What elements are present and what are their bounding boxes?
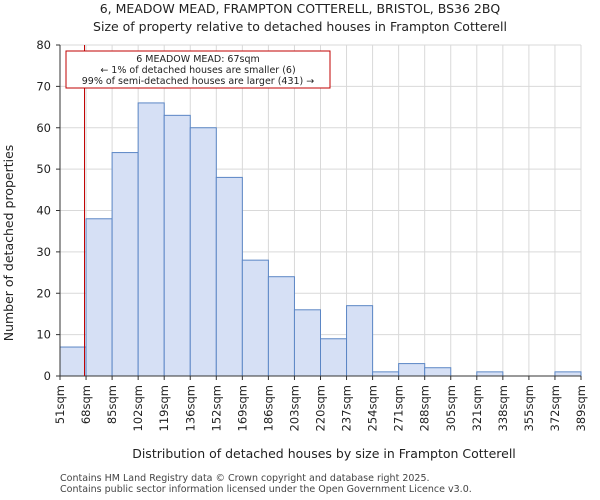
y-tick-label: 0 bbox=[44, 369, 51, 383]
bar bbox=[241, 259, 269, 377]
y-tick-label: 50 bbox=[36, 162, 51, 176]
y-tick-label: 10 bbox=[36, 328, 51, 342]
footer-line2: Contains public sector information licen… bbox=[60, 484, 472, 495]
bar bbox=[215, 176, 243, 377]
y-tick-label: 30 bbox=[36, 245, 51, 259]
x-tick-label: 152sqm bbox=[209, 385, 223, 431]
x-tick-label: 68sqm bbox=[79, 385, 93, 424]
bar bbox=[372, 371, 400, 377]
footer-line1: Contains HM Land Registry data © Crown c… bbox=[60, 473, 430, 484]
x-tick-label: 389sqm bbox=[574, 385, 588, 431]
annotation-line2: ← 1% of detached houses are smaller (6) bbox=[100, 65, 295, 76]
x-tick-label: 254sqm bbox=[366, 385, 380, 431]
bar bbox=[189, 127, 217, 377]
y-tick-label: 40 bbox=[36, 204, 51, 218]
x-tick-label: 102sqm bbox=[131, 385, 145, 431]
x-tick-label: 355sqm bbox=[522, 385, 536, 431]
bar bbox=[137, 102, 165, 377]
bar bbox=[267, 276, 295, 377]
y-tick-label: 60 bbox=[36, 121, 51, 135]
x-tick-label: 237sqm bbox=[340, 385, 354, 431]
x-tick-label: 338sqm bbox=[496, 385, 510, 431]
chart-title-line2: Size of property relative to detached ho… bbox=[93, 19, 507, 34]
bar bbox=[320, 338, 348, 377]
x-tick-labels: 51sqm 68sqm 85sqm 102sqm 119sqm 136sqm 152sqm 1… bbox=[53, 376, 588, 431]
x-tick-label: 136sqm bbox=[183, 385, 197, 431]
x-tick-label: 372sqm bbox=[548, 385, 562, 431]
annotation-line1: 6 MEADOW MEAD: 67sqm bbox=[136, 54, 260, 65]
x-tick-label: 186sqm bbox=[261, 385, 275, 431]
x-tick-label: 288sqm bbox=[418, 385, 432, 431]
bar bbox=[554, 371, 582, 377]
annotation-line3: 99% of semi-detached houses are larger (… bbox=[82, 76, 315, 87]
bar bbox=[85, 218, 113, 377]
bar bbox=[476, 371, 504, 377]
bar bbox=[293, 309, 322, 377]
bar bbox=[111, 152, 139, 377]
x-tick-label: 220sqm bbox=[314, 385, 328, 431]
x-tick-label: 203sqm bbox=[287, 385, 301, 431]
annotation-box: 6 MEADOW MEAD: 67sqm ← 1% of detached ho… bbox=[65, 50, 331, 89]
y-axis-label: Number of detached properties bbox=[1, 145, 16, 342]
x-tick-label: 119sqm bbox=[157, 385, 171, 431]
bar bbox=[346, 305, 374, 377]
bar bbox=[59, 346, 87, 377]
y-tick-label: 80 bbox=[36, 38, 51, 52]
x-axis-label: Distribution of detached houses by size … bbox=[132, 446, 516, 461]
x-tick-label: 169sqm bbox=[235, 385, 249, 431]
bar bbox=[398, 363, 426, 377]
x-tick-label: 305sqm bbox=[444, 385, 458, 431]
chart-title-line1: 6, MEADOW MEAD, FRAMPTON COTTERELL, BRIS… bbox=[100, 1, 501, 16]
x-tick-label: 85sqm bbox=[105, 385, 119, 424]
x-tick-label: 51sqm bbox=[53, 385, 67, 424]
bar bbox=[424, 367, 452, 377]
y-tick-labels: 0 10 20 30 40 50 60 70 80 bbox=[36, 38, 60, 383]
bar bbox=[163, 114, 191, 377]
x-tick-label: 321sqm bbox=[470, 385, 484, 431]
x-tick-label: 271sqm bbox=[392, 385, 406, 431]
y-tick-label: 20 bbox=[36, 286, 51, 300]
y-tick-label: 70 bbox=[36, 79, 51, 93]
